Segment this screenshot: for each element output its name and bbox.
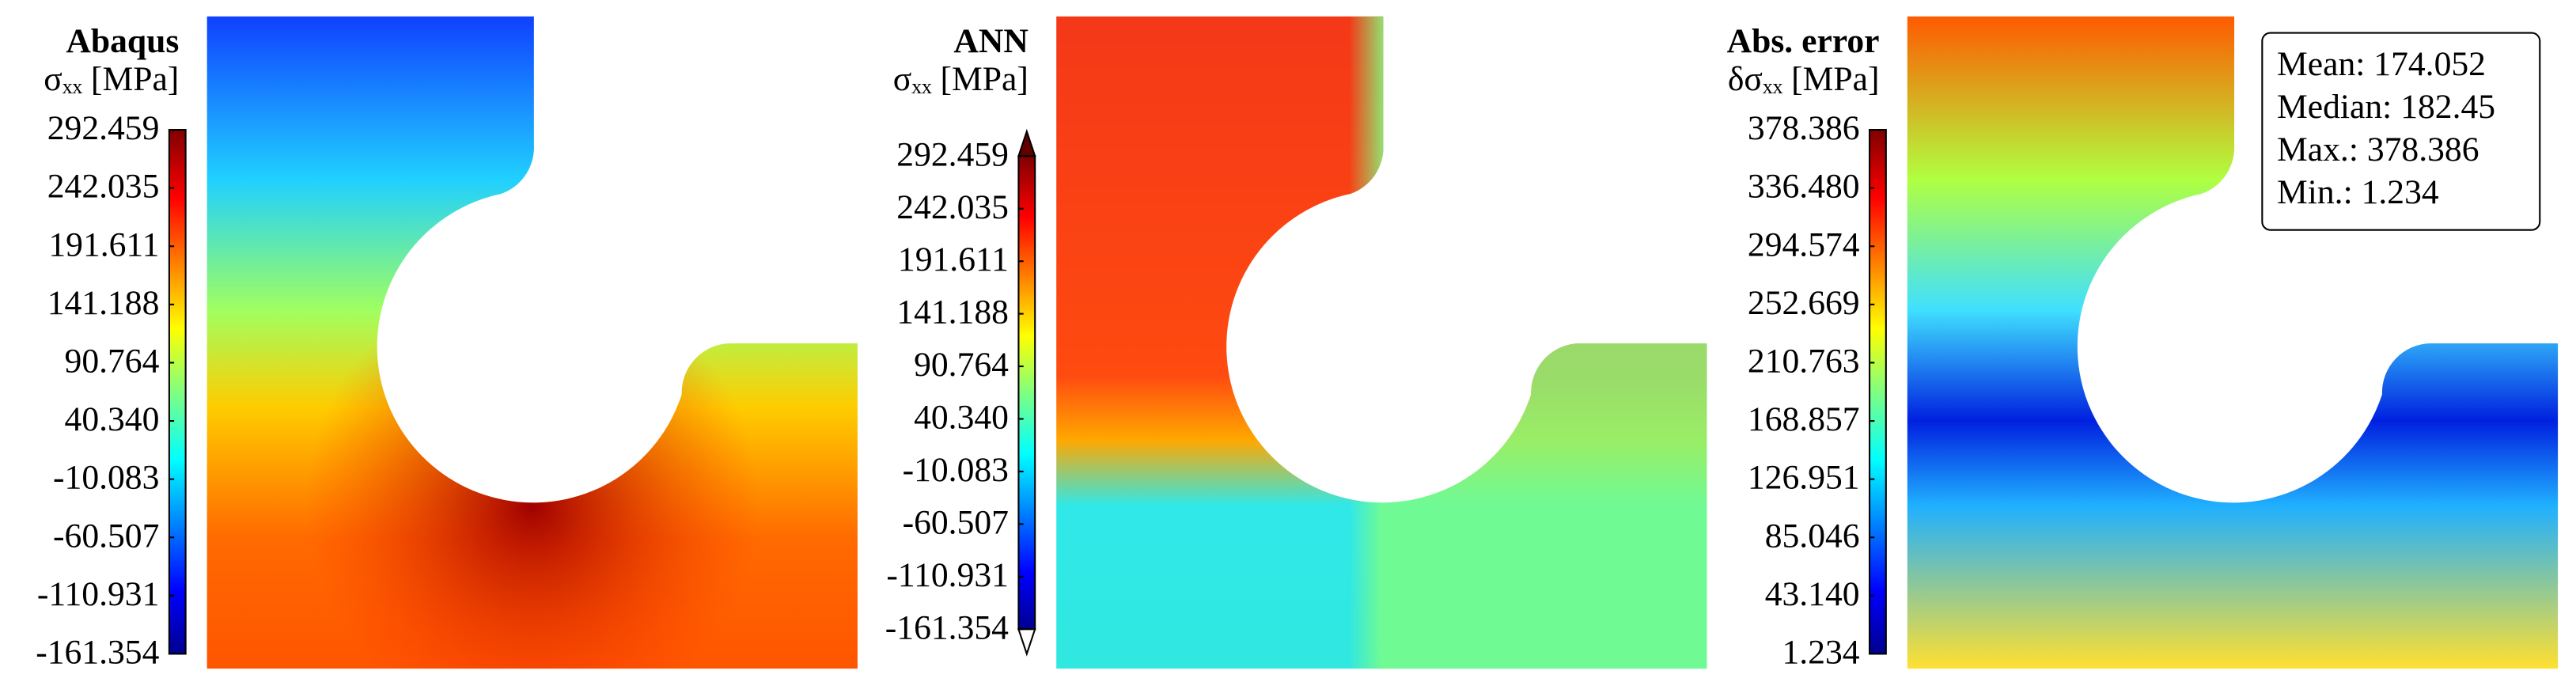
colorbar-tick-label: 126.951 — [1748, 459, 1860, 497]
colorbar-tick-label: 294.574 — [1748, 225, 1860, 263]
colorbar-tick-label: 242.035 — [47, 168, 160, 206]
colorbar-tick-label: -110.931 — [886, 556, 1009, 594]
stats-line: Min.: 1.234 — [2277, 173, 2439, 211]
panel-title: ANN — [953, 22, 1028, 60]
colorbar-label: σₓₓ [MPa] — [44, 60, 179, 98]
colorbar-label: δσₓₓ [MPa] — [1728, 60, 1880, 98]
colorbar-tick-label: 43.140 — [1765, 575, 1860, 613]
colorbar-tick-label: 1.234 — [1782, 634, 1860, 672]
stats-line: Mean: 174.052 — [2277, 45, 2486, 83]
colorbar-tick-label: 292.459 — [47, 109, 160, 147]
colorbar-tick-label: -10.083 — [53, 459, 159, 497]
colorbar-tick-label: 141.188 — [896, 294, 1009, 331]
colorbar-tick-label: 210.763 — [1748, 343, 1860, 381]
colorbar-tick-label: 40.340 — [65, 400, 160, 438]
colorbar-tick-label: 242.035 — [896, 188, 1009, 226]
colorbar-tick-label: -161.354 — [885, 608, 1009, 646]
colorbar-extend — [1017, 628, 1036, 657]
colorbar — [1869, 129, 1887, 655]
colorbar-tick-label: 141.188 — [47, 284, 160, 322]
colorbar-tick-label: 378.386 — [1748, 109, 1860, 147]
colorbar-tick-label: 90.764 — [65, 343, 160, 381]
colorbar-tick-label: 168.857 — [1748, 400, 1860, 438]
field-2 — [1056, 16, 1707, 669]
colorbar-tick-label: -161.354 — [36, 634, 159, 672]
colorbar — [1017, 155, 1036, 631]
colorbar-tick-label: 90.764 — [914, 346, 1009, 384]
colorbar-tick-label: -60.507 — [53, 517, 159, 555]
colorbar-tick-label: 191.611 — [48, 225, 159, 263]
colorbar-tick-label: -110.931 — [37, 575, 160, 613]
field-1 — [206, 16, 858, 669]
colorbar-tick-label: -10.083 — [903, 451, 1009, 489]
stats-box — [2261, 32, 2541, 231]
colorbar-tick-label: 252.669 — [1748, 284, 1860, 322]
colorbar-tick-label: 85.046 — [1765, 517, 1860, 555]
colorbar — [168, 129, 187, 655]
stats-line: Max.: 378.386 — [2277, 131, 2479, 169]
panel-title: Abs. error — [1727, 22, 1880, 60]
colorbar-tick-label: 40.340 — [914, 399, 1009, 437]
colorbar-tick-label: 336.480 — [1748, 168, 1860, 206]
stats-line: Median: 182.45 — [2277, 88, 2495, 126]
colorbar-tick-label: -60.507 — [903, 503, 1009, 541]
panel-title: Abaqus — [66, 22, 179, 60]
colorbar-tick-label: 292.459 — [896, 135, 1009, 173]
colorbar-tick-label: 191.611 — [898, 241, 1009, 278]
colorbar-extend — [1017, 128, 1036, 157]
colorbar-label: σₓₓ [MPa] — [893, 60, 1029, 98]
